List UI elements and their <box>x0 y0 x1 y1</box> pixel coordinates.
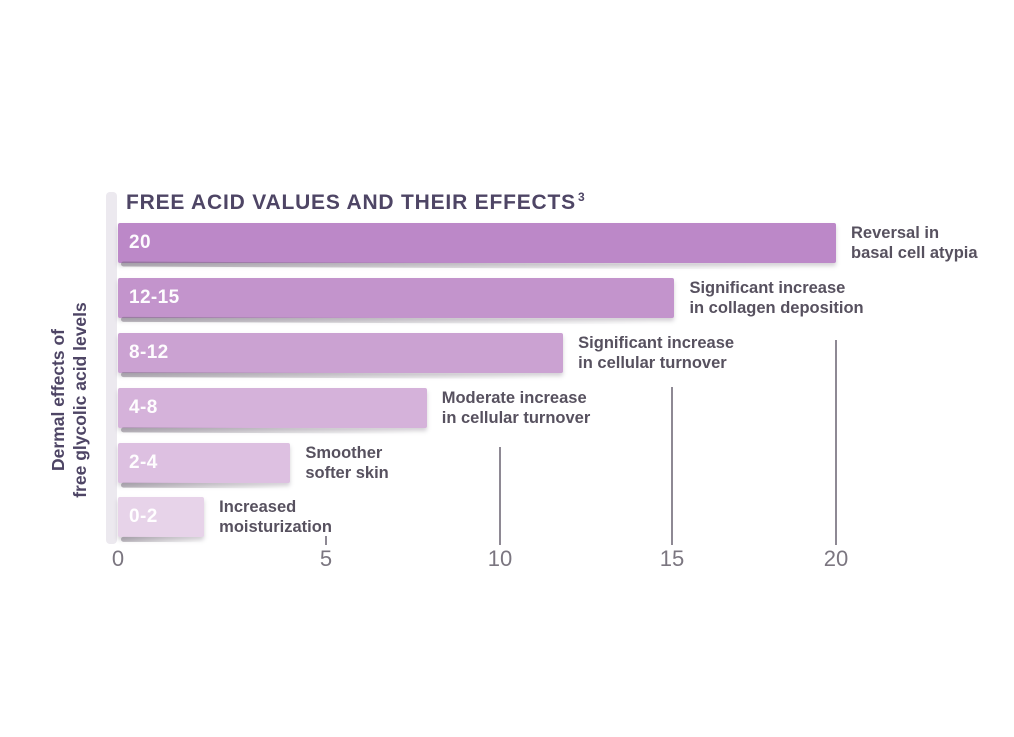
chart-title-text: FREE ACID VALUES AND THEIR EFFECTS <box>126 191 576 214</box>
effect-line2: basal cell atypia <box>851 244 978 262</box>
bar-effect-label: Smoother softer skin <box>305 443 388 483</box>
bar-range-label: 0-2 <box>129 506 158 527</box>
bar: 4-8 <box>118 388 427 428</box>
effect-line1: Significant increase <box>689 279 846 297</box>
bar: 2-4 <box>118 443 291 483</box>
tick-line-20 <box>835 340 837 545</box>
bar-row: 12-15 Significant increase in collagen d… <box>118 278 864 318</box>
bar: 8-12 <box>118 333 564 373</box>
bar-row: 2-4 Smoother softer skin <box>118 443 836 483</box>
bar-effect-label: Increased moisturization <box>219 497 332 537</box>
bar-effect-label: Reversal in basal cell atypia <box>851 223 978 263</box>
bar-range-label: 20 <box>129 232 151 253</box>
effect-line1: Increased <box>219 498 297 516</box>
effect-line2: in collagen deposition <box>689 299 864 317</box>
x-tick-label-20: 20 <box>823 546 849 571</box>
bar-effect-label: Significant increase in cellular turnove… <box>578 333 734 373</box>
effect-line2: in cellular turnover <box>441 409 591 427</box>
plot-area: 20 Reversal in basal cell atypia 12-15 S… <box>118 223 978 545</box>
x-tick-label-15: 15 <box>659 546 685 571</box>
bar-row: 8-12 Significant increase in cellular tu… <box>118 333 836 373</box>
bar-effect-label: Moderate increase in cellular turnover <box>442 388 591 428</box>
bar: 0-2 <box>118 497 205 537</box>
bar-range-label: 2-4 <box>129 452 158 473</box>
x-tick-label-5: 5 <box>319 546 333 571</box>
x-tick-label-0: 0 <box>111 546 125 571</box>
effect-line2: softer skin <box>305 464 389 482</box>
bar: 20 <box>118 223 836 263</box>
y-axis-label-line2: free glycolic acid levels <box>70 302 90 498</box>
chart-title-footnote-marker: 3 <box>577 190 585 204</box>
bar-range-label: 8-12 <box>129 342 169 363</box>
effect-line1: Significant increase <box>578 334 735 352</box>
y-axis-label-line1: Dermal effects of <box>48 329 68 471</box>
bar-row: 20 Reversal in basal cell atypia <box>118 223 978 263</box>
x-tick-label-10: 10 <box>487 546 513 571</box>
tick-line-10 <box>499 447 501 545</box>
bar-range-label: 4-8 <box>129 397 158 418</box>
tick-line-15 <box>671 387 673 545</box>
bar-row: 4-8 Moderate increase in cellular turnov… <box>118 388 836 428</box>
bar-effect-label: Significant increase in collagen deposit… <box>689 278 863 318</box>
effect-line2: moisturization <box>219 518 332 536</box>
effect-line2: in cellular turnover <box>578 354 727 372</box>
chart-title: FREE ACID VALUES AND THEIR EFFECTS 3 <box>126 190 585 215</box>
bar-row: 0-2 Increased moisturization <box>118 497 836 537</box>
y-axis-label: Dermal effects of free glycolic acid lev… <box>47 200 93 600</box>
effect-line1: Moderate increase <box>441 389 587 407</box>
axis-spine-strip <box>106 192 117 544</box>
bar: 12-15 <box>118 278 675 318</box>
effect-line1: Smoother <box>305 444 383 462</box>
effect-line1: Reversal in <box>851 224 940 242</box>
bar-range-label: 12-15 <box>129 287 180 308</box>
tick-line-5 <box>325 536 327 545</box>
